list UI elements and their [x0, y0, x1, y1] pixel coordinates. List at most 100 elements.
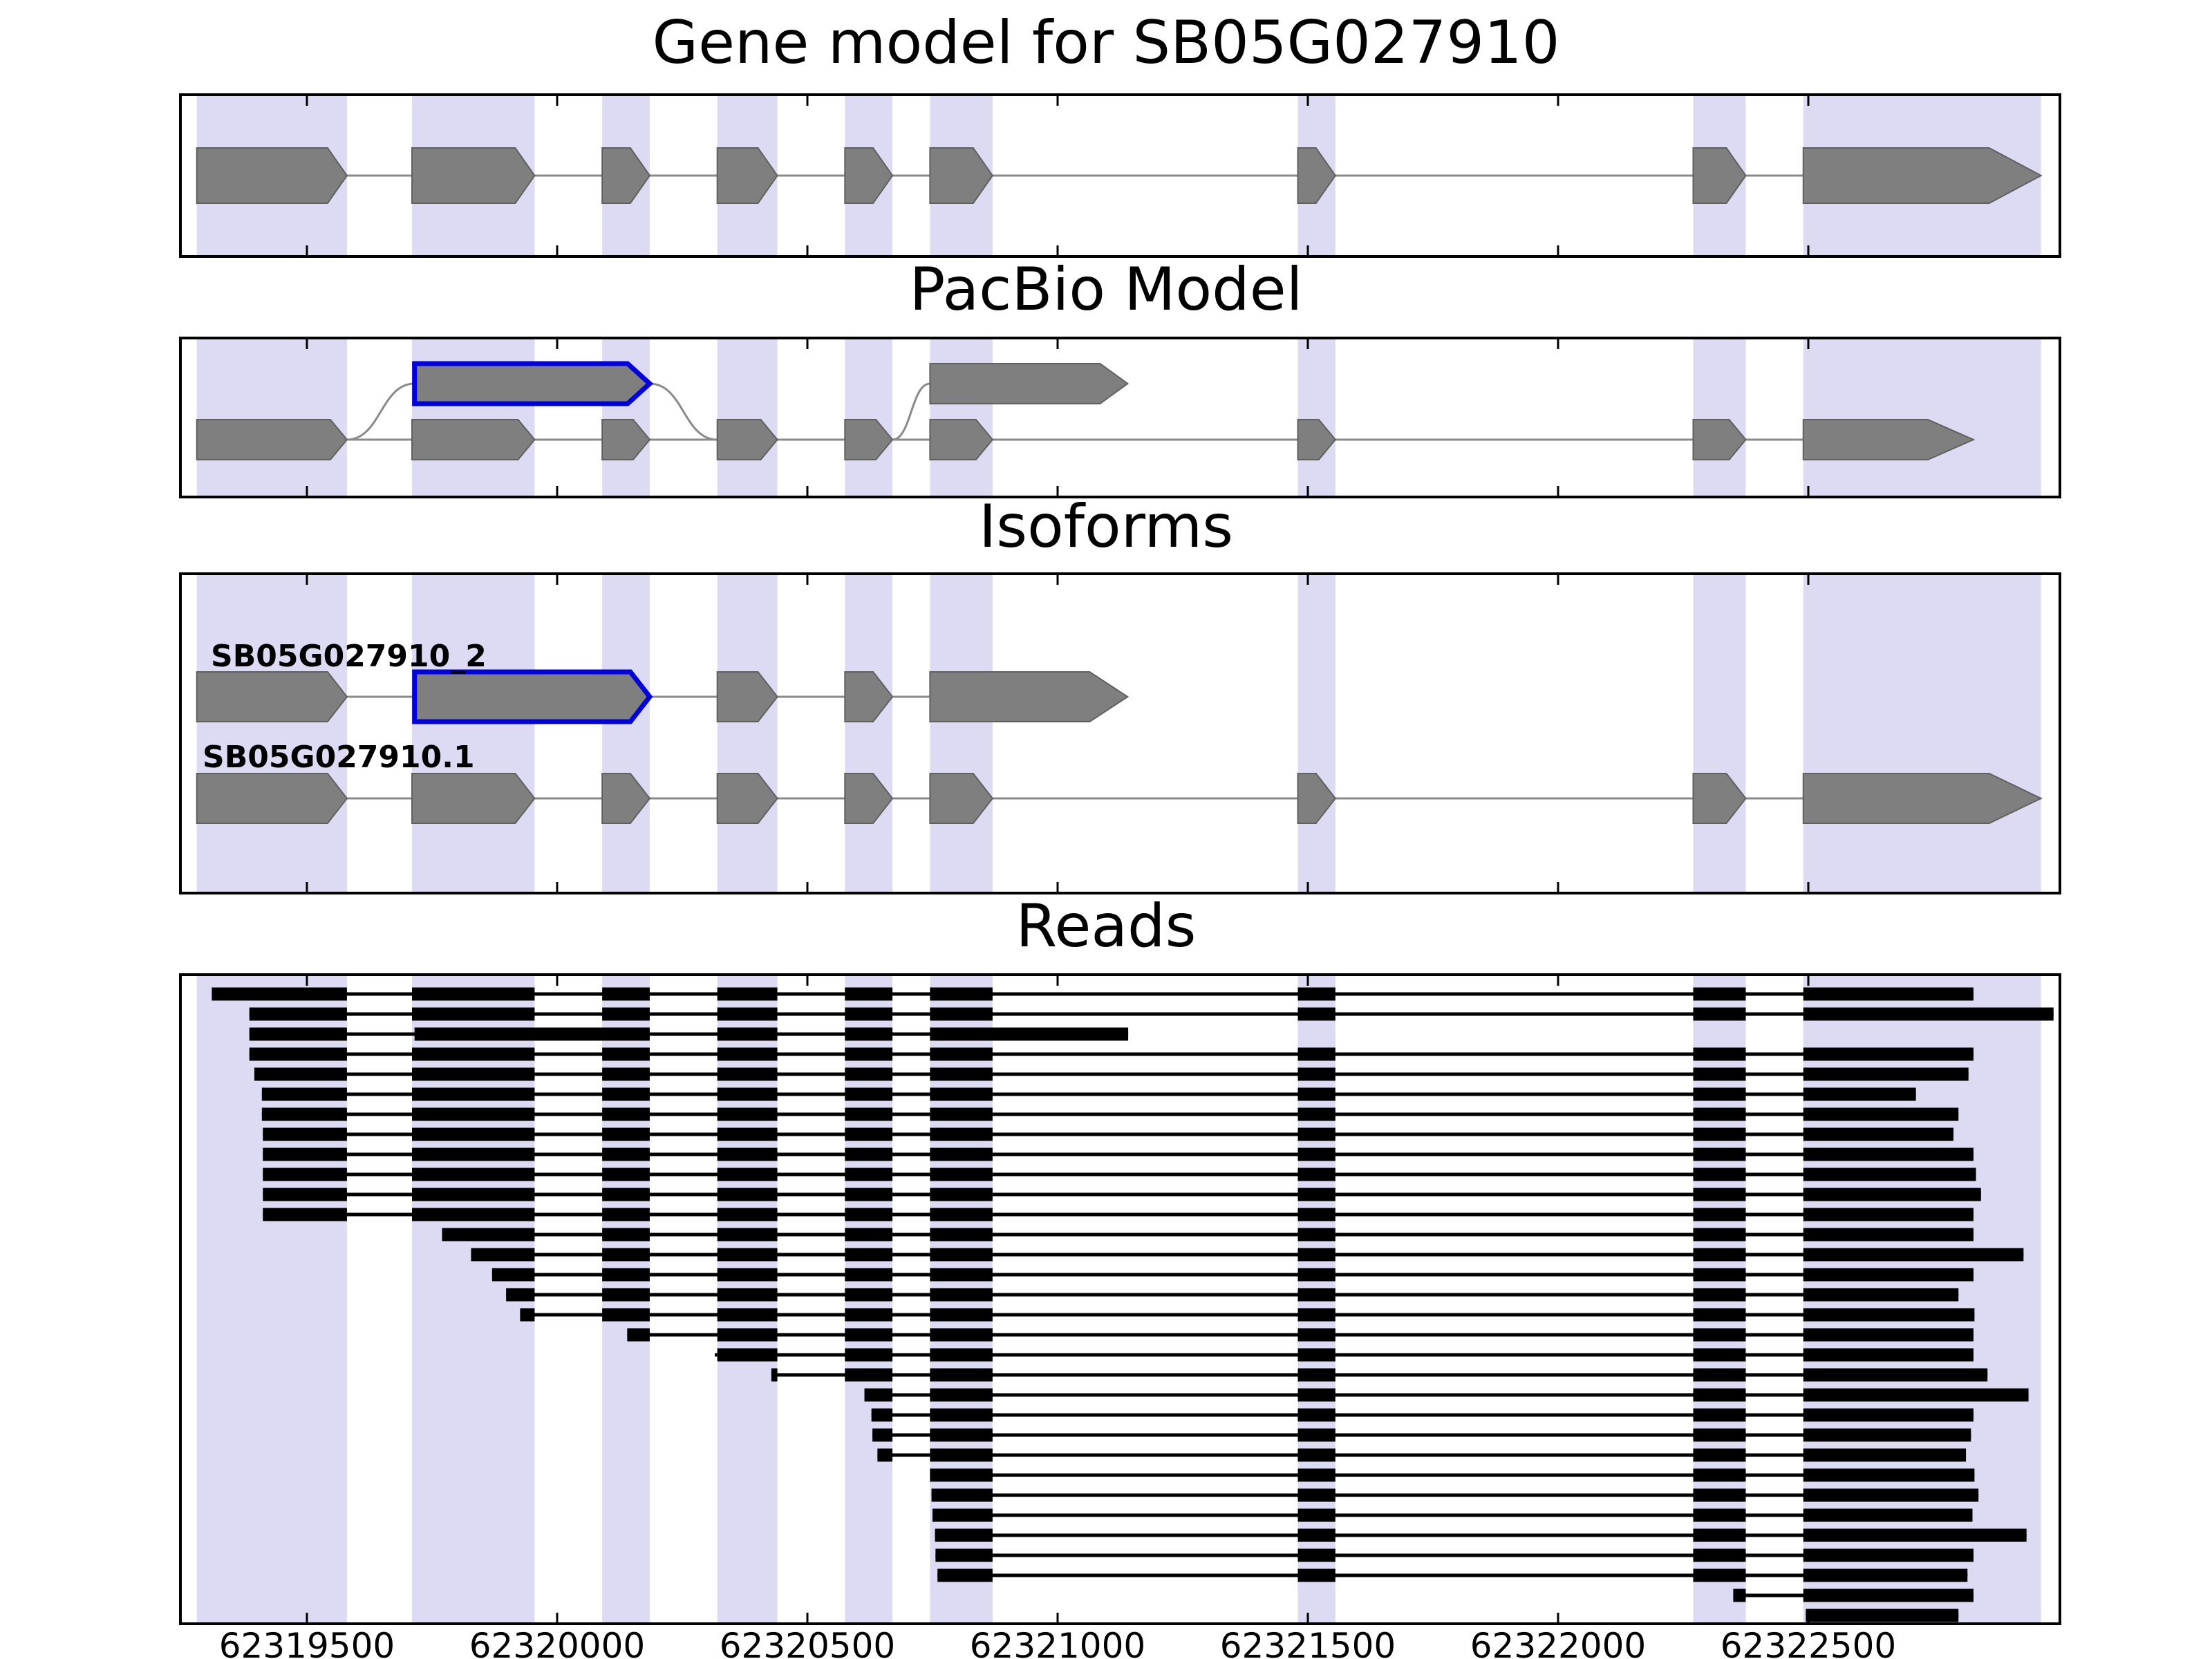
read-exon-block: [1297, 1508, 1335, 1522]
exon: [1692, 419, 1747, 460]
genomic-band: [717, 575, 778, 892]
read-exon-block: [930, 1408, 993, 1422]
read-exon-block: [717, 1067, 778, 1081]
read-exon-block: [717, 1208, 778, 1221]
read-exon-block: [931, 1488, 993, 1502]
read-row: [263, 1127, 1953, 1141]
exon: [1297, 147, 1337, 204]
read-exon-block: [717, 1107, 778, 1121]
exon: [1692, 147, 1747, 204]
exon: [411, 147, 536, 204]
read-row: [261, 1087, 1916, 1101]
read-exon-block: [602, 1248, 650, 1262]
read-exon-block: [717, 1147, 778, 1161]
read-exon-block: [1803, 1208, 1974, 1221]
read-exon-block: [1693, 1127, 1746, 1141]
read-exon-block: [845, 1208, 893, 1221]
exon: [844, 773, 894, 824]
read-intron-line: [935, 1553, 1974, 1557]
read-row: [771, 1368, 1988, 1382]
read-intron-line: [263, 1192, 1981, 1197]
pacbio-title: PacBio Model: [909, 255, 1303, 324]
read-exon-block: [717, 1047, 778, 1061]
read-exon-block: [1693, 1568, 1746, 1582]
exon: [1297, 773, 1337, 824]
read-exon-block: [412, 1188, 535, 1201]
read-exon-block: [1803, 1588, 1974, 1602]
read-exon-block: [845, 1127, 893, 1141]
exon: [1297, 419, 1337, 460]
read-exon-block: [845, 1228, 893, 1241]
read-row: [442, 1228, 1974, 1241]
read-row: [263, 1147, 1974, 1161]
read-intron-line: [263, 1152, 1974, 1156]
read-exon-block: [1297, 1067, 1335, 1081]
read-exon-block: [602, 1147, 650, 1161]
genomic-band: [1297, 339, 1335, 496]
read-exon-block: [1693, 1228, 1746, 1241]
read-exon-block: [1693, 1067, 1746, 1081]
read-row: [471, 1248, 2024, 1262]
read-intron-line: [506, 1293, 1959, 1297]
read-exon-block: [414, 1027, 650, 1041]
read-row: [506, 1288, 1959, 1302]
read-exon-block: [845, 1007, 893, 1021]
read-row: [1806, 1609, 1959, 1622]
read-exon-block: [930, 1027, 1129, 1041]
isoforms-panel: SB05G027910_2 SB05G027910.1: [179, 572, 2061, 894]
read-exon-block: [1803, 1548, 1974, 1562]
read-exon-block: [930, 1388, 993, 1402]
read-exon-block: [717, 1248, 778, 1262]
read-exon-block: [1693, 1348, 1746, 1362]
read-exon-block: [845, 1328, 893, 1342]
read-exon-block: [717, 1228, 778, 1241]
x-tick-label: 62319500: [218, 1626, 395, 1659]
read-exon-block: [1803, 1268, 1974, 1282]
read-row: [491, 1268, 1974, 1282]
read-exon-block: [1297, 1468, 1335, 1482]
read-intron-line: [249, 1052, 1974, 1056]
read-exon-block: [1297, 987, 1335, 1001]
read-exon-block: [1693, 1288, 1746, 1302]
read-exon-block: [1297, 1208, 1335, 1221]
exon: [716, 671, 778, 722]
exon: [844, 147, 894, 204]
read-exon-block: [930, 987, 993, 1001]
read-intron-line: [442, 1232, 1974, 1237]
read-exon-block: [627, 1328, 650, 1342]
read-exon-block: [930, 1368, 993, 1382]
exon: [844, 419, 894, 460]
x-tick-label: 62321500: [1219, 1626, 1396, 1659]
read-exon-block: [1693, 987, 1746, 1001]
read-exon-block: [412, 987, 535, 1001]
read-row: [254, 1067, 1969, 1081]
genomic-band: [196, 976, 347, 1622]
read-intron-line: [715, 1353, 1974, 1357]
read-exon-block: [930, 1007, 993, 1021]
read-exon-block: [249, 1047, 347, 1061]
read-exon-block: [1693, 1488, 1746, 1502]
read-exon-block: [1297, 1308, 1335, 1322]
read-exon-block: [261, 1087, 347, 1101]
read-intron-line: [931, 1493, 1979, 1497]
novel-exon: [412, 669, 653, 724]
splice-curve: [892, 382, 930, 441]
read-exon-block: [1803, 1047, 1974, 1061]
read-intron-line: [263, 1172, 1976, 1177]
read-exon-block: [845, 1067, 893, 1081]
splice-curve: [649, 382, 718, 441]
read-exon-block: [1806, 1609, 1959, 1622]
genomic-band: [717, 339, 778, 496]
read-exon-block: [1803, 1067, 1969, 1081]
read-exon-block: [602, 1208, 650, 1221]
read-exon-block: [1693, 1368, 1746, 1382]
exon: [601, 419, 651, 460]
read-exon-block: [263, 1188, 347, 1201]
genomic-band: [1803, 575, 2041, 892]
read-exon-block: [1803, 1147, 1974, 1161]
read-exon-block: [1803, 1127, 1953, 1141]
exon: [716, 773, 778, 824]
read-intron-line: [491, 1273, 1974, 1277]
read-exon-block: [1297, 1228, 1335, 1241]
read-exon-block: [717, 1188, 778, 1201]
